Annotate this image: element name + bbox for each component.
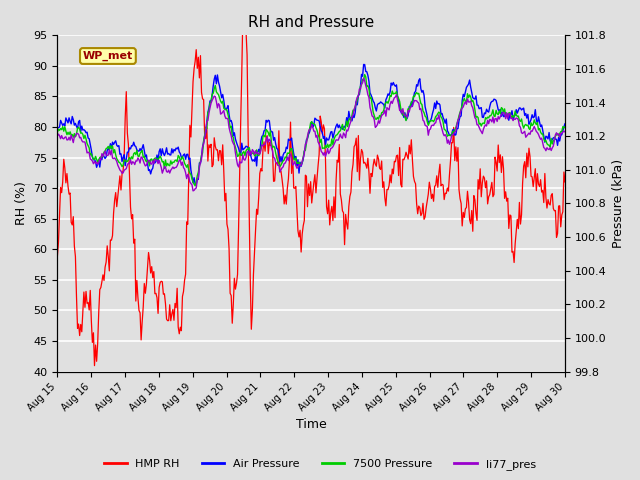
Air Pressure xyxy=(339,126,346,132)
Air Pressure xyxy=(561,121,569,127)
Text: WP_met: WP_met xyxy=(83,51,133,61)
HMP RH xyxy=(429,192,436,197)
7500 Pressure xyxy=(364,83,372,89)
7500 Pressure xyxy=(561,124,569,130)
HMP RH xyxy=(516,221,524,227)
li77_pres xyxy=(516,124,524,130)
7500 Pressure xyxy=(361,72,369,77)
li77_pres xyxy=(54,133,61,139)
Line: HMP RH: HMP RH xyxy=(58,12,565,366)
Line: 7500 Pressure: 7500 Pressure xyxy=(58,74,565,186)
Air Pressure xyxy=(516,105,524,111)
HMP RH xyxy=(91,363,99,369)
HMP RH xyxy=(212,147,220,153)
Y-axis label: Pressure (kPa): Pressure (kPa) xyxy=(612,159,625,248)
Air Pressure xyxy=(191,181,199,187)
Line: li77_pres: li77_pres xyxy=(58,78,565,191)
li77_pres xyxy=(360,75,367,81)
li77_pres xyxy=(212,99,220,105)
li77_pres xyxy=(561,129,569,135)
7500 Pressure xyxy=(269,144,276,150)
HMP RH xyxy=(364,156,372,161)
li77_pres xyxy=(269,148,276,154)
HMP RH xyxy=(54,253,61,259)
Legend: HMP RH, Air Pressure, 7500 Pressure, li77_pres: HMP RH, Air Pressure, 7500 Pressure, li7… xyxy=(100,455,540,474)
li77_pres xyxy=(429,122,436,128)
7500 Pressure xyxy=(429,118,436,123)
7500 Pressure xyxy=(54,130,61,135)
li77_pres xyxy=(339,135,346,141)
Air Pressure xyxy=(364,72,372,78)
Title: RH and Pressure: RH and Pressure xyxy=(248,15,374,30)
HMP RH xyxy=(269,179,277,184)
7500 Pressure xyxy=(339,121,346,127)
li77_pres xyxy=(189,188,197,194)
Line: Air Pressure: Air Pressure xyxy=(58,64,565,184)
HMP RH xyxy=(561,179,569,185)
7500 Pressure xyxy=(212,89,220,95)
Air Pressure xyxy=(54,126,61,132)
Air Pressure xyxy=(429,110,436,116)
HMP RH xyxy=(340,210,348,216)
7500 Pressure xyxy=(516,119,524,124)
HMP RH xyxy=(241,9,249,14)
Air Pressure xyxy=(269,129,276,135)
Air Pressure xyxy=(212,81,220,86)
X-axis label: Time: Time xyxy=(296,419,326,432)
Y-axis label: RH (%): RH (%) xyxy=(15,181,28,226)
Air Pressure xyxy=(360,61,367,67)
li77_pres xyxy=(364,92,372,97)
7500 Pressure xyxy=(191,183,199,189)
